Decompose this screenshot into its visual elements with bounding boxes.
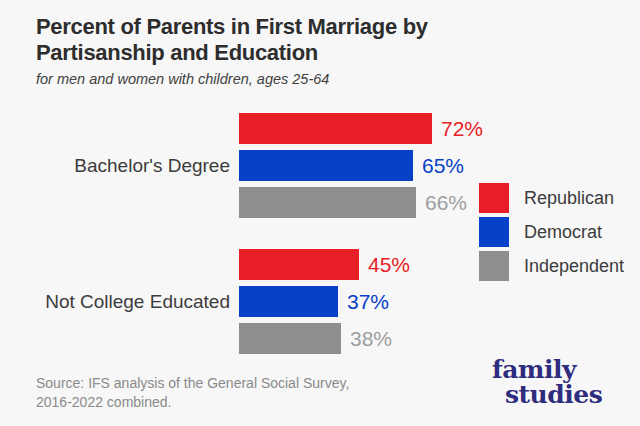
bar-row: 45% — [239, 249, 359, 280]
bar-value-label: 72% — [441, 113, 483, 144]
bar-row: 72% — [239, 113, 432, 144]
legend-label: Republican — [524, 188, 614, 209]
bar-value-label: 38% — [350, 323, 392, 354]
chart-subtitle: for men and women with children, ages 25… — [36, 71, 428, 87]
category-label: Not College Educated — [0, 249, 230, 354]
legend-swatch-republican — [479, 183, 509, 213]
bar-independent — [239, 323, 341, 354]
bar-row: 65% — [239, 150, 432, 181]
bar-independent — [239, 187, 416, 218]
logo-word-family: family — [492, 357, 602, 382]
family-studies-logo: family studies — [492, 357, 602, 407]
bar-value-label: 66% — [425, 187, 467, 218]
bar-value-label: 65% — [422, 150, 464, 181]
legend-item: Independent — [479, 251, 624, 281]
chart-header: Percent of Parents in First Marriage by … — [36, 14, 428, 87]
legend-swatch-democrat — [479, 217, 509, 247]
bar-republican — [239, 113, 432, 144]
bar-republican — [239, 249, 359, 280]
legend-swatch-independent — [479, 251, 509, 281]
bar-stack: 72% 65% 66% — [239, 113, 432, 224]
source-note-line-2: 2016-2022 combined. — [36, 393, 349, 412]
bar-democrat — [239, 150, 413, 181]
bar-row: 37% — [239, 286, 359, 317]
bar-stack: 45% 37% 38% — [239, 249, 359, 360]
bar-democrat — [239, 286, 338, 317]
logo-word-studies: studies — [505, 382, 602, 407]
source-note: Source: IFS analysis of the General Soci… — [36, 374, 349, 412]
chart-title-line-1: Percent of Parents in First Marriage by — [36, 14, 428, 40]
bar-value-label: 45% — [368, 249, 410, 280]
legend-label: Democrat — [524, 222, 602, 243]
bar-row: 38% — [239, 323, 359, 354]
bar-row: 66% — [239, 187, 432, 218]
infographic-canvas: Percent of Parents in First Marriage by … — [0, 0, 640, 426]
legend-item: Republican — [479, 183, 624, 213]
chart-legend: Republican Democrat Independent — [479, 183, 624, 285]
legend-item: Democrat — [479, 217, 624, 247]
source-note-line-1: Source: IFS analysis of the General Soci… — [36, 374, 349, 393]
chart-title-line-2: Partisanship and Education — [36, 40, 428, 66]
bar-value-label: 37% — [347, 286, 389, 317]
category-label: Bachelor's Degree — [0, 113, 230, 218]
legend-label: Independent — [524, 256, 624, 277]
